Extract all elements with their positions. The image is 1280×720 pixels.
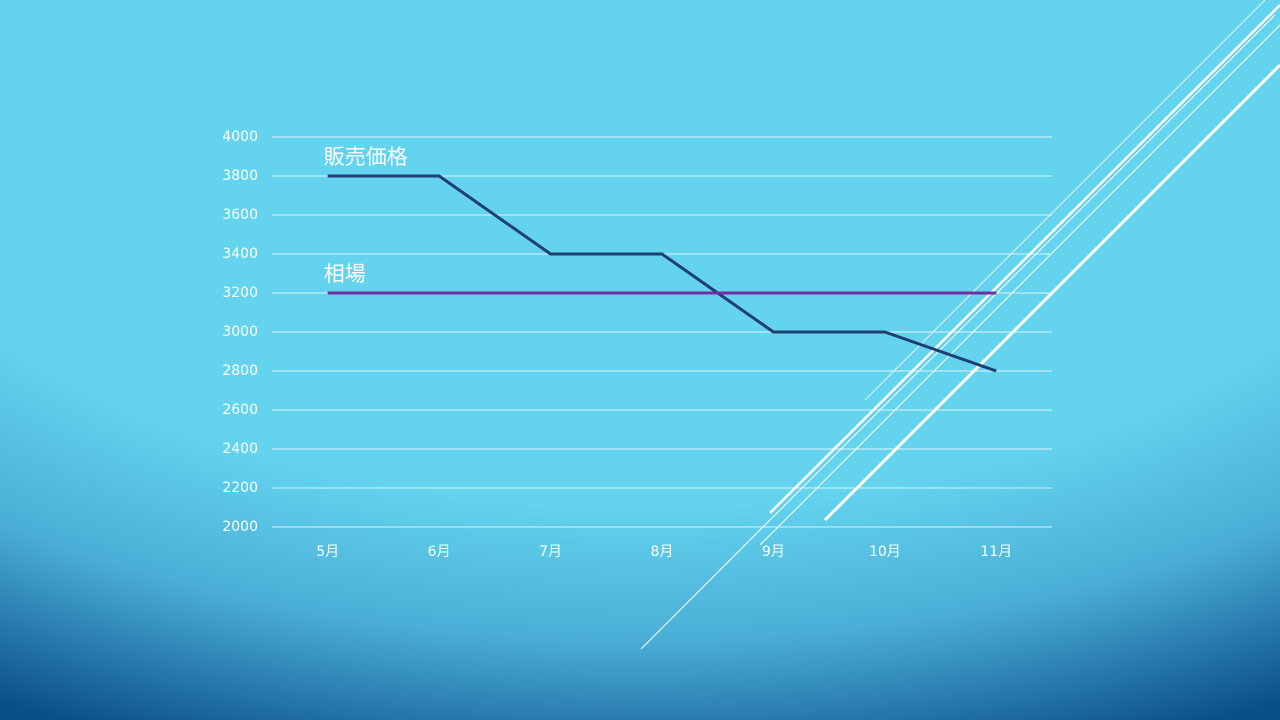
- x-tick-label: 9月: [762, 544, 785, 560]
- chart: 2000 2200 2400 2600 2800 3000 3200 3400 3600 3800…: [222, 129, 1052, 560]
- series-line: [327, 174, 997, 373]
- y-tick-label: 2800: [222, 363, 258, 379]
- y-tick-label: 3200: [222, 285, 258, 301]
- deco-line: [864, 0, 1266, 401]
- x-tick-label: 11月: [980, 544, 1012, 560]
- x-tick-label: 6月: [428, 544, 451, 560]
- y-tick-label: 2600: [222, 402, 258, 418]
- series-label: 販売価格: [324, 145, 408, 169]
- y-tick-label: 4000: [222, 129, 258, 145]
- x-tick-label: 10月: [869, 544, 901, 560]
- x-tick-label: 7月: [539, 544, 562, 560]
- y-tick-label: 3600: [222, 207, 258, 223]
- x-tick-label: 8月: [651, 544, 674, 560]
- series-label: 相場: [324, 262, 366, 286]
- deco-line: [769, 4, 1280, 514]
- y-tick-label: 3000: [222, 324, 258, 340]
- y-tick-label: 3800: [222, 168, 258, 184]
- deco-line: [823, 63, 1280, 522]
- y-tick-label: 2000: [222, 519, 258, 535]
- y-tick-label: 3400: [222, 246, 258, 262]
- y-tick-label: 2400: [222, 441, 258, 457]
- x-tick-label: 5月: [316, 544, 339, 560]
- deco-line: [759, 24, 1280, 546]
- y-tick-label: 2200: [222, 480, 258, 496]
